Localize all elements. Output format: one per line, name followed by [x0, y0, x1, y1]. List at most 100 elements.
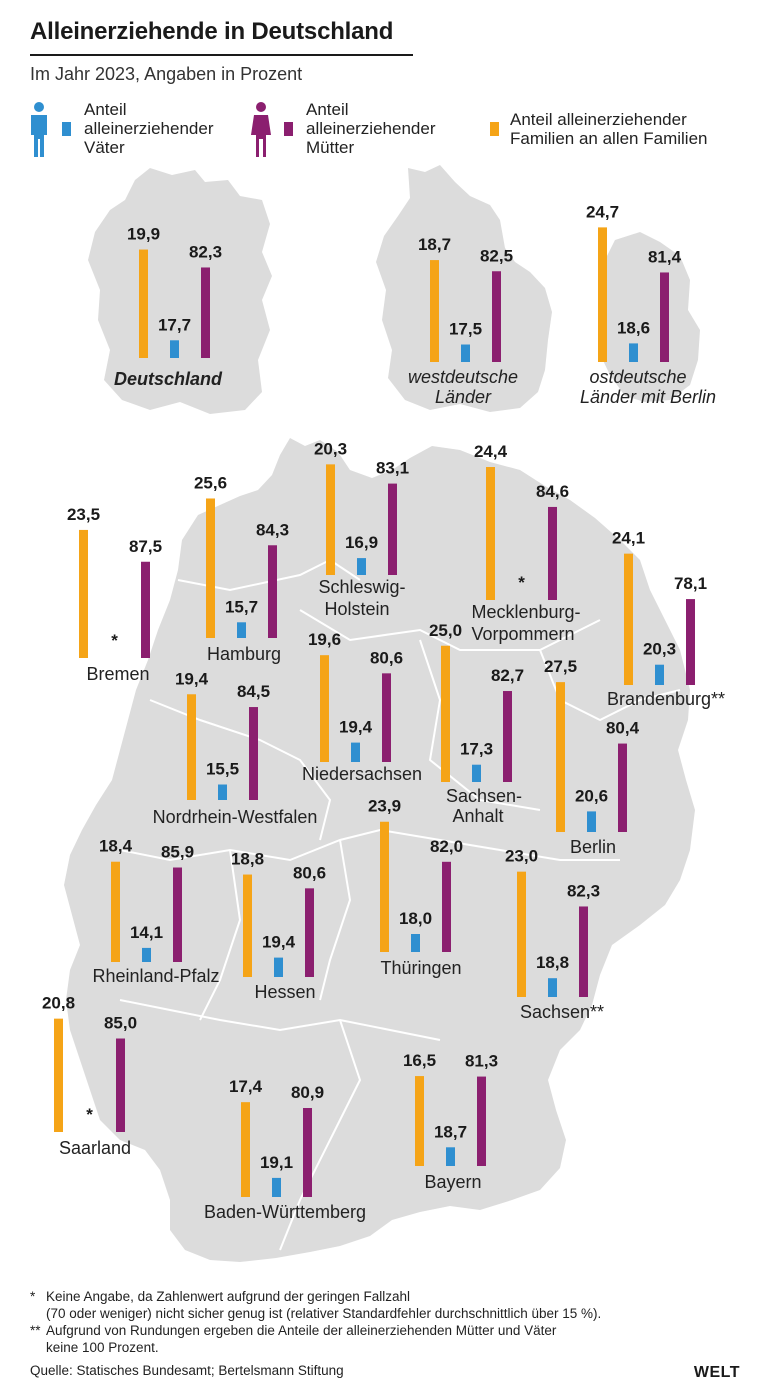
- small-map-west: [376, 165, 552, 412]
- region-2-families-bar: [598, 227, 607, 362]
- source-line: Quelle: Statisches Bundesamt; Bertelsman…: [30, 1363, 344, 1378]
- region-18-families-value: 17,4: [229, 1077, 263, 1096]
- footnote-star: * Keine Angabe, da Zahlenwert aufgrund de…: [30, 1289, 602, 1321]
- small-map-deutschland: [88, 168, 272, 414]
- region-7-mothers-bar: [686, 599, 695, 685]
- region-2-label-line-0: ostdeutsche: [589, 367, 686, 387]
- region-9-families-value: 19,4: [175, 669, 209, 688]
- region-11-mothers-value: 80,4: [606, 719, 640, 738]
- region-18-label-line-0: Baden-Württemberg: [204, 1202, 366, 1222]
- region-15-fathers-bar: [548, 978, 557, 997]
- region-16-families-value: 20,8: [42, 994, 75, 1013]
- region-14-mothers-bar: [305, 888, 314, 977]
- region-4-mothers-value: 84,3: [256, 520, 289, 539]
- region-14-families-value: 18,8: [231, 850, 264, 869]
- region-14-mothers-value: 80,6: [293, 863, 326, 882]
- region-0-mothers-value: 82,3: [189, 242, 222, 261]
- region-4-fathers-bar: [237, 622, 246, 638]
- big-map-germany: [64, 438, 695, 1262]
- chart-subtitle: Im Jahr 2023, Angaben in Prozent: [30, 64, 303, 84]
- region-2-fathers-bar: [629, 343, 638, 362]
- region-1-mothers-bar: [492, 271, 501, 362]
- region-10-families-bar: [441, 645, 450, 782]
- region-10-label-line-1: Anhalt: [452, 806, 503, 826]
- region-1-families-value: 18,7: [418, 235, 451, 254]
- region-18-fathers-bar: [272, 1177, 281, 1197]
- region-16-mothers-bar: [116, 1038, 125, 1132]
- region-5-fathers-value: 16,9: [345, 533, 378, 552]
- region-8-label-line-0: Niedersachsen: [302, 764, 422, 784]
- region-7-families-value: 24,1: [612, 529, 645, 548]
- legend-label-families: Anteil alleinerziehender Familien an all…: [510, 110, 708, 148]
- mother-icon: [250, 100, 272, 163]
- region-17-mothers-value: 81,3: [465, 1052, 498, 1071]
- region-17-families-value: 16,5: [403, 1051, 436, 1070]
- region-3-label-line-0: Bremen: [86, 664, 149, 684]
- region-11-fathers-value: 20,6: [575, 786, 608, 805]
- region-9-label-line-0: Nordrhein-Westfalen: [153, 807, 318, 827]
- region-1-label-line-0: westdeutsche: [408, 367, 518, 387]
- region-11-families-bar: [556, 682, 565, 832]
- region-18-fathers-value: 19,1: [260, 1153, 293, 1172]
- region-1-families-bar: [430, 260, 439, 362]
- region-4-families-bar: [206, 498, 215, 638]
- region-17-label-line-0: Bayern: [424, 1172, 481, 1192]
- region-15-fathers-value: 18,8: [536, 953, 569, 972]
- region-16-label-line-0: Saarland: [59, 1138, 131, 1158]
- region-8-families-value: 19,6: [308, 630, 341, 649]
- region-2-fathers-value: 18,6: [617, 318, 650, 337]
- region-4-label-line-0: Hamburg: [207, 644, 281, 664]
- region-11-families-value: 27,5: [544, 657, 577, 676]
- region-12-mothers-bar: [442, 861, 451, 952]
- region-6-label-line-0: Mecklenburg-: [471, 602, 580, 622]
- region-9-fathers-value: 15,5: [206, 760, 239, 779]
- region-8-fathers-value: 19,4: [339, 718, 373, 737]
- region-8-mothers-value: 80,6: [370, 648, 403, 667]
- region-17-families-bar: [415, 1076, 424, 1166]
- region-3-mothers-bar: [141, 561, 150, 658]
- region-0-fathers-value: 17,7: [158, 315, 191, 334]
- title-underline: [30, 54, 413, 56]
- region-7-families-bar: [624, 553, 633, 685]
- legend-swatch-families: [490, 122, 499, 136]
- region-15-mothers-value: 82,3: [567, 881, 600, 900]
- region-1-fathers-value: 17,5: [449, 320, 482, 339]
- region-15-families-bar: [517, 871, 526, 997]
- region-11-mothers-bar: [618, 743, 627, 832]
- region-5-mothers-bar: [388, 483, 397, 575]
- region-18-mothers-bar: [303, 1108, 312, 1197]
- region-4-fathers-value: 15,7: [225, 597, 258, 616]
- legend-label-fathers: Anteil alleinerziehender Väter: [84, 100, 214, 157]
- region-3-mothers-value: 87,5: [129, 537, 162, 556]
- region-5-label-line-1: Holstein: [324, 599, 389, 619]
- region-8-families-bar: [320, 655, 329, 762]
- region-15-mothers-bar: [579, 906, 588, 997]
- welt-logo: WELT: [693, 1364, 740, 1381]
- region-10-label-line-0: Sachsen-: [446, 786, 522, 806]
- region-10-mothers-value: 82,7: [491, 666, 524, 685]
- chart-title: Alleinerziehende in Deutschland: [30, 18, 394, 45]
- region-12-label-line-0: Thüringen: [380, 958, 461, 978]
- region-0-label-line-0: Deutschland: [114, 369, 223, 389]
- region-11-fathers-bar: [587, 811, 596, 832]
- region-13-mothers-value: 85,9: [161, 843, 194, 862]
- region-6-families-value: 24,4: [474, 442, 508, 461]
- region-13-fathers-value: 14,1: [130, 923, 163, 942]
- legend-label-mothers: Anteil alleinerziehender Mütter: [306, 100, 436, 157]
- region-3-families-value: 23,5: [67, 505, 100, 524]
- region-2-mothers-value: 81,4: [648, 247, 682, 266]
- region-6-families-bar: [486, 467, 495, 600]
- region-10-fathers-value: 17,3: [460, 740, 493, 759]
- region-5-families-value: 20,3: [314, 439, 347, 458]
- region-6-label-line-1: Vorpommern: [471, 624, 574, 644]
- region-10-mothers-bar: [503, 691, 512, 782]
- region-13-label-line-0: Rheinland-Pfalz: [92, 966, 219, 986]
- region-17-fathers-bar: [446, 1147, 455, 1166]
- region-16-mothers-value: 85,0: [104, 1014, 137, 1033]
- region-15-label-line-0: Sachsen**: [520, 1002, 604, 1022]
- region-6-fathers-missing: *: [518, 573, 525, 592]
- region-13-families-bar: [111, 861, 120, 962]
- region-9-mothers-value: 84,5: [237, 682, 270, 701]
- region-9-fathers-bar: [218, 784, 227, 800]
- region-7-fathers-bar: [655, 664, 664, 685]
